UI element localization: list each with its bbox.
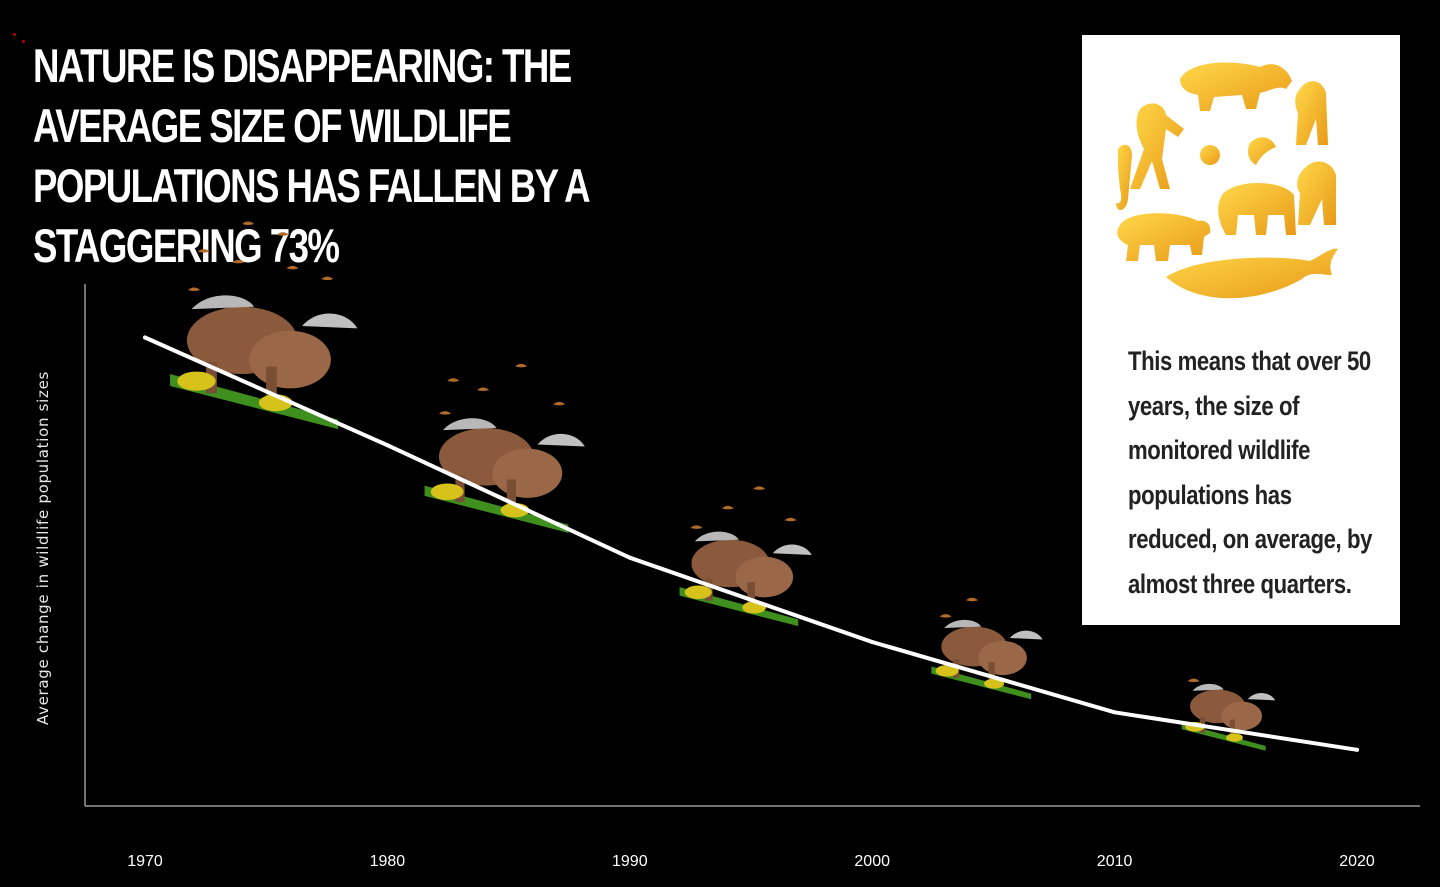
- info-card: This means that over 50 years, the size …: [1082, 35, 1400, 625]
- bird-icon: [197, 249, 210, 253]
- data-point: [870, 640, 875, 645]
- bird-icon: [515, 363, 528, 368]
- data-point: [385, 443, 390, 448]
- bird-icon: [1187, 678, 1200, 683]
- page-title: NATURE IS DISAPPEARING: THE AVERAGE SIZE…: [33, 39, 589, 272]
- data-point: [1355, 747, 1359, 752]
- gold-animals-collage-icon: [1116, 62, 1338, 299]
- x-tick-label: 2000: [854, 853, 890, 870]
- bird-icon: [721, 505, 734, 510]
- bird-icon: [188, 287, 201, 291]
- bird-icon: [447, 378, 460, 382]
- bird-icon: [966, 597, 979, 602]
- bird-icon: [753, 486, 766, 490]
- bird-icon: [232, 259, 245, 264]
- bird-icon: [242, 221, 255, 225]
- series-line: [143, 335, 1359, 752]
- bird-icon: [784, 517, 797, 522]
- animal-herd-icon: [1181, 683, 1276, 751]
- bird-icon: [321, 276, 334, 281]
- animal-herd-icon: [170, 295, 358, 430]
- bird-icon: [553, 401, 566, 406]
- bird-icon: [690, 525, 703, 529]
- y-axis-label: Average change in wildlife population si…: [34, 370, 52, 726]
- data-point: [1112, 710, 1117, 715]
- info-card-text: This means that over 50 years, the size …: [1128, 346, 1373, 599]
- data-point: [143, 335, 147, 340]
- bird-icon: [439, 411, 452, 415]
- animal-herd-icon: [931, 619, 1043, 700]
- animal-herd-icon: [679, 531, 812, 627]
- x-tick-label: 1990: [612, 853, 648, 870]
- bird-icon: [276, 232, 289, 236]
- data-point: [627, 555, 632, 560]
- x-tick-label: 2010: [1097, 853, 1133, 870]
- x-tick-label: 2020: [1339, 853, 1375, 870]
- x-tick-label: 1970: [127, 853, 163, 870]
- red-dot-mark: [22, 40, 25, 43]
- bird-icon: [939, 614, 952, 618]
- bird-icon: [286, 265, 299, 270]
- animal-herd-icon: [424, 418, 585, 533]
- bird-icon: [477, 387, 490, 392]
- x-tick-label: 1980: [370, 853, 406, 870]
- red-dot-mark: [13, 33, 16, 36]
